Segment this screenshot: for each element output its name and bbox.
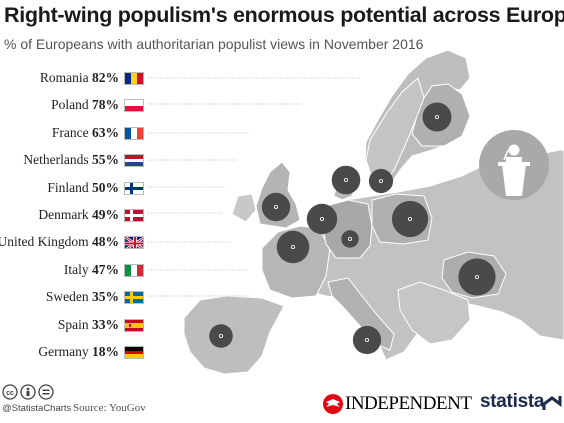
value-label: 18% (92, 344, 119, 359)
bubble-center-france (290, 244, 295, 249)
value-label: 48% (92, 234, 119, 249)
row-label-germany: Germany 18% (38, 344, 119, 360)
country-name: Finland (47, 180, 92, 195)
sweden-shape (365, 77, 425, 185)
bubble-center-germany (347, 236, 352, 241)
bubble-center-sweden (378, 178, 383, 183)
bubble-center-romania (474, 274, 479, 279)
bubble-poland (391, 200, 429, 238)
value-label: 78% (92, 97, 119, 112)
bubble-united-kingdom (261, 192, 291, 222)
row-label-finland: Finland 50% (47, 180, 119, 196)
bubble-spain (209, 324, 233, 348)
row-label-romania: Romania 82% (40, 70, 119, 86)
svg-text:cc: cc (6, 390, 14, 397)
bubble-center-spain (218, 333, 223, 338)
independent-eagle-icon (323, 394, 343, 414)
country-name: Romania (39, 70, 92, 85)
country-name: Spain (57, 317, 92, 332)
statista-logo-icon (542, 396, 562, 410)
country-name: Italy (63, 262, 92, 277)
chart-subtitle: % of Europeans with authoritarian populi… (4, 36, 424, 52)
bubble-netherlands (306, 203, 338, 235)
value-label: 47% (92, 262, 119, 277)
iberia-shape (183, 295, 285, 375)
country-name: Netherlands (23, 152, 92, 167)
bubble-center-finland (434, 115, 439, 120)
row-label-france: France 63% (52, 125, 119, 141)
value-label: 50% (92, 180, 119, 195)
row-label-spain: Spain 33% (58, 317, 119, 333)
value-label: 35% (92, 289, 119, 304)
country-name: Germany (38, 344, 92, 359)
creative-commons-icon: cc (2, 384, 18, 400)
flag-united-kingdom-icon (124, 236, 144, 249)
bubble-germany (341, 230, 359, 248)
row-label-united-kingdom: United Kingdom 48% (0, 234, 119, 250)
flag-sweden-icon (124, 291, 144, 304)
row-label-italy: Italy 47% (64, 262, 119, 278)
bubble-france (276, 230, 310, 264)
flag-germany-icon (124, 346, 144, 359)
license-icons: cc (2, 384, 54, 400)
flag-poland-icon (124, 99, 144, 112)
bubble-italy (352, 325, 382, 355)
row-label-netherlands: Netherlands 55% (23, 152, 119, 168)
independent-logo: INDEPENDENT (345, 393, 472, 414)
flag-finland-icon (124, 182, 144, 195)
bubble-romania (458, 258, 496, 296)
bubble-center-netherlands (319, 216, 324, 221)
bubble-finland (422, 102, 452, 132)
flag-denmark-icon (124, 209, 144, 222)
statista-handle: @StatistaCharts (2, 403, 72, 414)
row-label-sweden: Sweden 35% (46, 289, 119, 305)
flag-romania-icon (124, 72, 144, 85)
country-name: United Kingdom (0, 234, 92, 249)
value-label: 55% (92, 152, 119, 167)
value-label: 49% (92, 207, 119, 222)
value-label: 33% (92, 317, 119, 332)
bubble-center-poland (407, 216, 412, 221)
balkans-shape (397, 281, 471, 345)
bubble-denmark (331, 165, 361, 195)
bubble-sweden (368, 168, 394, 194)
country-name: Denmark (38, 207, 92, 222)
podium-speaker-icon (479, 130, 549, 200)
row-label-poland: Poland 78% (51, 97, 119, 113)
country-name: France (51, 125, 92, 140)
row-label-denmark: Denmark 49% (38, 207, 119, 223)
country-name: Sweden (45, 289, 92, 304)
bubble-center-united-kingdom (273, 204, 278, 209)
flag-spain-icon (124, 319, 144, 332)
ireland-shape (231, 193, 257, 223)
chart-title: Right-wing populism's enormous potential… (4, 3, 564, 27)
flag-netherlands-icon (124, 154, 144, 167)
attribution-icon (20, 384, 36, 400)
flag-france-icon (124, 127, 144, 140)
source-note: Source: YouGov (73, 402, 146, 414)
bubble-center-italy (364, 337, 369, 342)
value-label: 63% (92, 125, 119, 140)
no-derivatives-icon (38, 384, 54, 400)
bubble-center-denmark (343, 177, 348, 182)
country-name: Poland (51, 97, 92, 112)
value-label: 82% (92, 70, 119, 85)
flag-italy-icon (124, 264, 144, 277)
statista-logo: statista (480, 391, 545, 412)
